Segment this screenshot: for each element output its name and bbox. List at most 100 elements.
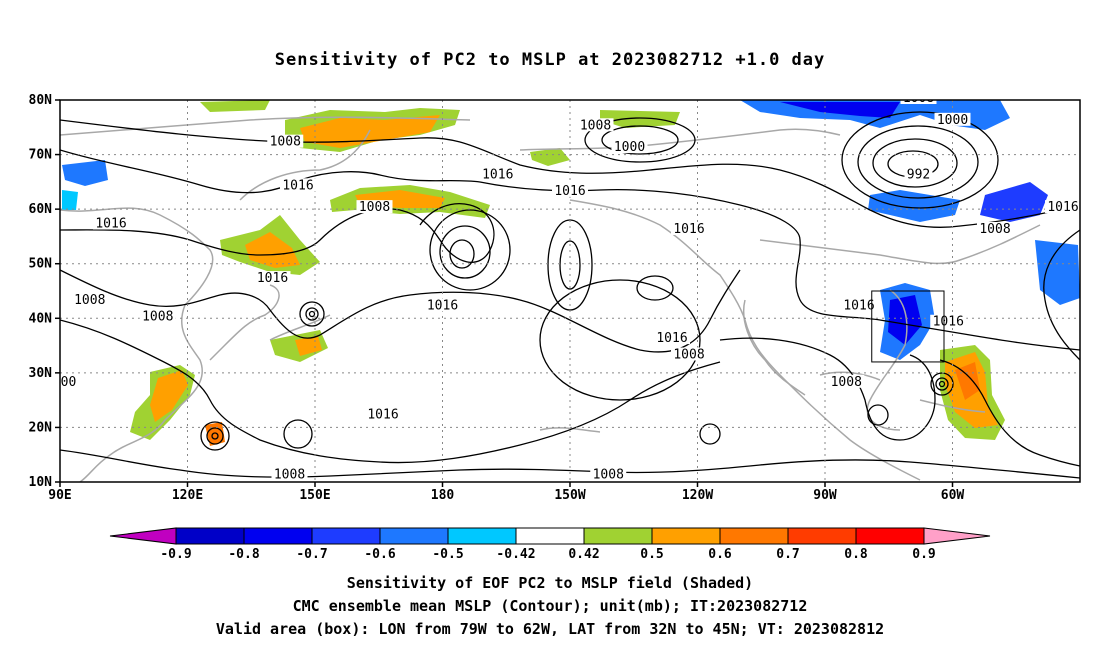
colorbar-segment bbox=[175, 527, 245, 545]
colorbar-label: -0.7 bbox=[296, 547, 327, 562]
contour-label-bg bbox=[671, 347, 707, 361]
lat-tick-label: 70N bbox=[29, 148, 53, 163]
contour-label: 1008 bbox=[74, 293, 105, 308]
colorbar-label: 0.9 bbox=[912, 547, 935, 562]
contour-label: 1008 bbox=[979, 222, 1010, 237]
contour-label-bg bbox=[365, 407, 401, 421]
contour-label-bg bbox=[654, 331, 690, 345]
contour-label: 1008 bbox=[142, 309, 173, 324]
contour-label: 1008 bbox=[593, 468, 624, 483]
lon-tick-label: 90E bbox=[48, 488, 71, 503]
lon-tick-label: 60W bbox=[941, 488, 965, 503]
mslp-contours bbox=[60, 111, 1080, 479]
colorbar-label: 0.6 bbox=[708, 547, 732, 562]
contour-label: 1008 bbox=[831, 375, 862, 390]
contour-label: 1016 bbox=[933, 315, 964, 330]
colorbar-segment bbox=[787, 527, 857, 545]
contour-label-bg bbox=[254, 271, 291, 285]
contour-label-bg bbox=[479, 167, 516, 181]
contour-label: 1008 bbox=[359, 200, 390, 215]
contour-label: 1016 bbox=[257, 271, 288, 286]
lon-tick-label: 90W bbox=[813, 488, 837, 503]
contour-label-bg bbox=[60, 374, 79, 388]
colorbar-segment bbox=[379, 527, 449, 545]
colorbar-label: -0.9 bbox=[160, 547, 191, 562]
colorbar-segment bbox=[719, 527, 789, 545]
contour-label: 1016 bbox=[656, 331, 687, 346]
contour-label: 1016 bbox=[673, 222, 704, 237]
lat-tick-label: 80N bbox=[29, 93, 53, 108]
colorbar bbox=[109, 527, 991, 545]
contour-label-bg bbox=[424, 298, 461, 312]
grid-lines bbox=[60, 100, 1080, 482]
longitude-axis: 90E 120E 150E 180 150W 120W 90W 60W bbox=[48, 482, 964, 503]
contour-label: 1008 bbox=[903, 91, 934, 106]
contour-label-bg bbox=[356, 200, 393, 214]
lon-tick-label: 150W bbox=[554, 488, 585, 503]
contour-label: 992 bbox=[907, 167, 930, 182]
lat-tick-label: 40N bbox=[29, 311, 53, 326]
colorbar-label: -0.6 bbox=[364, 547, 395, 562]
contour-label: 1016 bbox=[843, 298, 874, 313]
colorbar-label: 0.7 bbox=[776, 547, 799, 562]
contour-label-bg bbox=[977, 221, 1013, 235]
contour-label: 1016 bbox=[1047, 200, 1078, 215]
contour-label: 1000 bbox=[614, 140, 645, 155]
contour-label-bg bbox=[828, 374, 865, 388]
lon-tick-label: 180 bbox=[431, 488, 455, 503]
colorbar-label: -0.8 bbox=[228, 547, 259, 562]
contour-label: 1016 bbox=[282, 178, 313, 193]
contour-label-bg bbox=[93, 216, 129, 230]
contour-label-bg bbox=[841, 298, 877, 312]
colorbar-segment bbox=[855, 527, 925, 545]
contour-label-bg bbox=[139, 309, 176, 323]
colorbar-segment bbox=[243, 527, 313, 545]
colorbar-labels: -0.9 -0.8 -0.7 -0.6 -0.5 -0.42 0.42 0.5 0.6 0.7 0.… bbox=[160, 547, 935, 562]
colorbar-segment bbox=[651, 527, 721, 545]
negative-sensitivity-shading bbox=[62, 100, 1080, 360]
valid-area-box bbox=[871, 290, 945, 363]
contour-label-bg bbox=[900, 100, 937, 104]
contour-label: 1016 bbox=[482, 167, 513, 182]
colorbar-label: 0.42 bbox=[568, 547, 599, 562]
contour-label: 1008 bbox=[580, 118, 611, 133]
contour-labels: 1008100810001008100099210161016100810161… bbox=[60, 91, 1080, 483]
contour-label: 1016 bbox=[427, 298, 458, 313]
colorbar-label: 0.5 bbox=[640, 547, 663, 562]
lat-tick-label: 10N bbox=[29, 475, 53, 490]
contour-label-bg bbox=[671, 221, 707, 235]
contour-label: 1000 bbox=[937, 113, 968, 128]
lon-tick-label: 120E bbox=[172, 488, 203, 503]
map-title: Sensitivity of PC2 to MSLP at 2023082712… bbox=[274, 50, 826, 70]
lat-tick-label: 50N bbox=[29, 257, 53, 272]
contour-label: 1008 bbox=[274, 468, 305, 483]
positive-sensitivity-shading bbox=[130, 100, 1005, 446]
contour-label-bg bbox=[904, 167, 933, 181]
colorbar-label: 0.8 bbox=[844, 547, 868, 562]
contour-label-bg bbox=[1045, 200, 1080, 214]
contour-label: 1016 bbox=[95, 217, 126, 232]
contour-label-bg bbox=[577, 118, 614, 132]
colorbar-segment bbox=[447, 527, 517, 545]
contour-label-bg bbox=[590, 467, 627, 481]
contour-label-bg bbox=[930, 314, 967, 328]
colorbar-segment bbox=[311, 527, 381, 545]
colorbar-label: -0.5 bbox=[432, 547, 463, 562]
lat-tick-label: 30N bbox=[29, 366, 53, 381]
caption-contour: CMC ensemble mean MSLP (Contour); unit(m… bbox=[292, 597, 808, 615]
lat-tick-label: 20N bbox=[29, 420, 53, 435]
caption-valid-area: Valid area (box): LON from 79W to 62W, L… bbox=[215, 620, 885, 638]
lat-tick-label: 60N bbox=[29, 202, 53, 217]
contour-label-bg bbox=[552, 183, 588, 197]
lon-tick-label: 150E bbox=[299, 488, 330, 503]
contour-label-bg bbox=[267, 134, 304, 148]
contour-label-bg bbox=[71, 292, 108, 306]
colorbar-label: -0.42 bbox=[496, 547, 535, 562]
lon-tick-label: 120W bbox=[682, 488, 713, 503]
colorbar-low-extend bbox=[109, 527, 177, 545]
contour-label: 1008 bbox=[270, 135, 301, 150]
contour-label-bg bbox=[271, 467, 308, 481]
contour-label: 1008 bbox=[673, 347, 704, 362]
contour-label-bg bbox=[934, 112, 971, 126]
